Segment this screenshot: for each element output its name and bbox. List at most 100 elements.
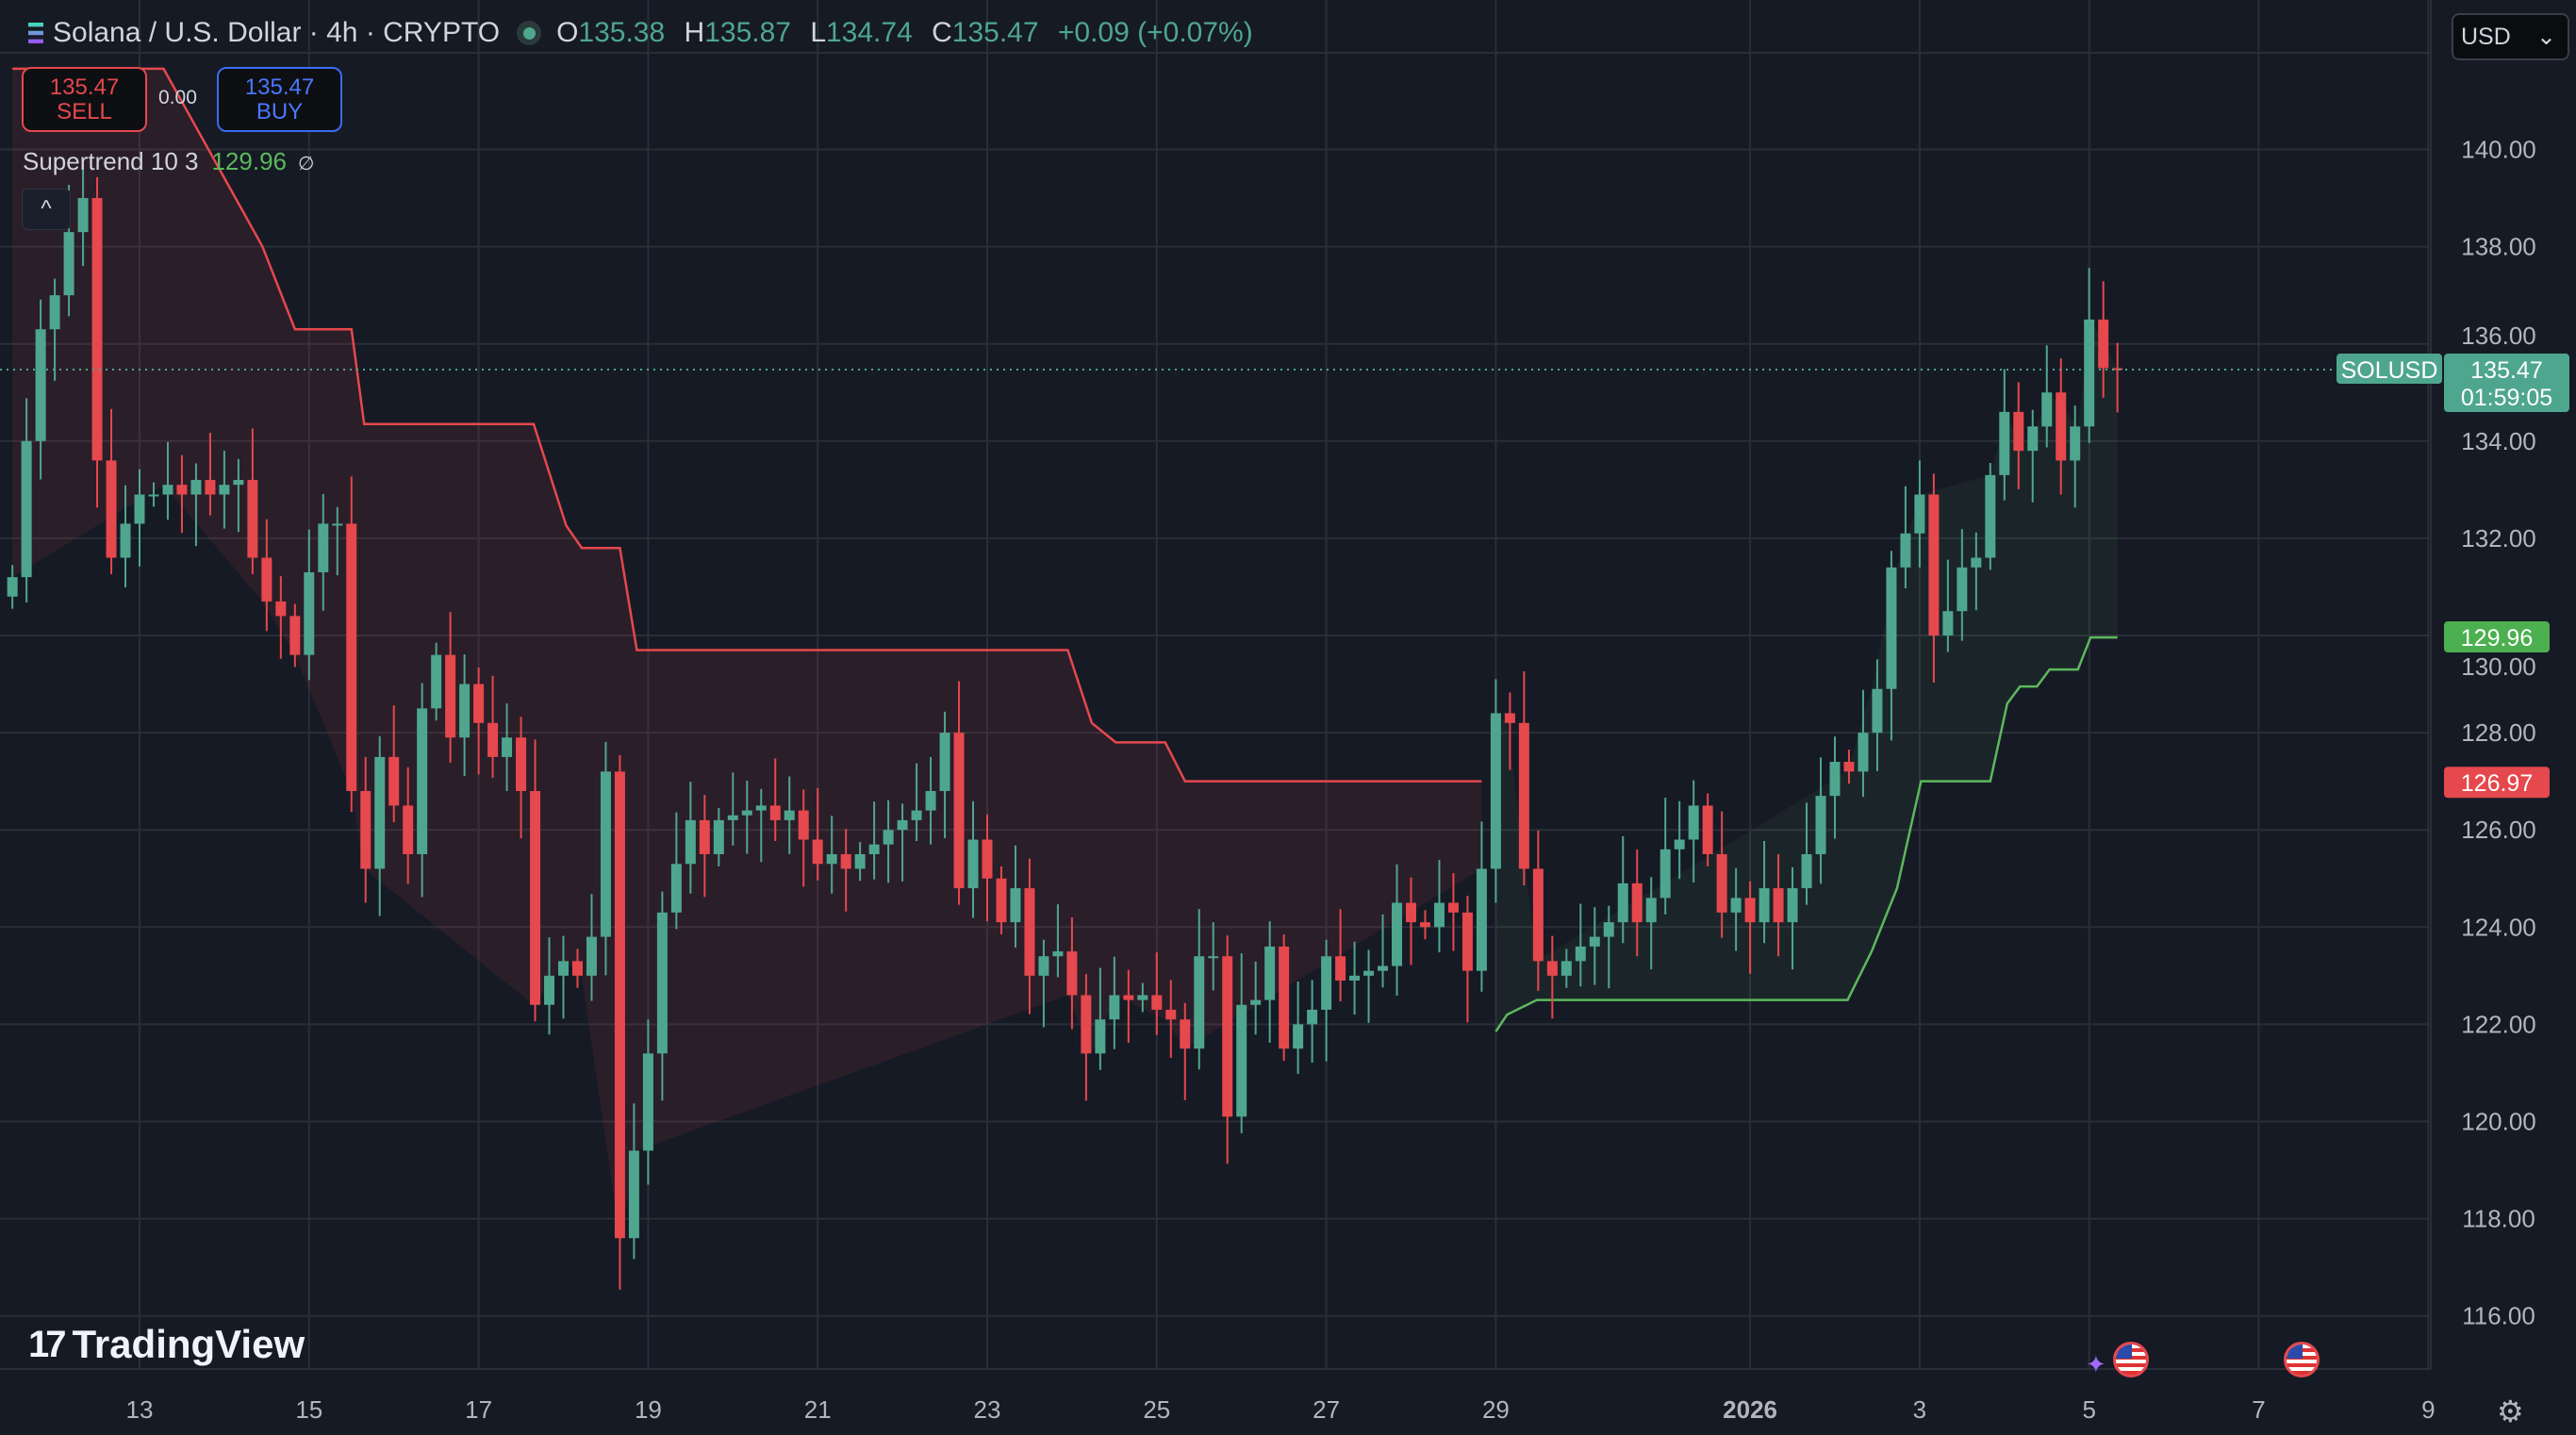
candle [1886, 551, 1897, 741]
candle-body [1392, 902, 1403, 966]
buy-label: BUY [256, 98, 304, 124]
gear-icon[interactable]: ⚙ [2497, 1394, 2524, 1428]
candle [1095, 967, 1106, 1070]
candle-body [190, 480, 202, 495]
candle [685, 782, 696, 894]
candle [1631, 849, 1643, 957]
candle [967, 800, 979, 918]
candle-body [1378, 965, 1389, 971]
candle-body [1971, 557, 1982, 568]
candle-body [812, 839, 823, 865]
solana-logo-icon [28, 23, 43, 43]
candle-body [77, 198, 89, 233]
candle-body [2013, 411, 2024, 452]
supertrend [12, 67, 2118, 1239]
buy-price: 135.47 [244, 74, 315, 100]
candle-body [487, 722, 499, 757]
collapse-legend-button[interactable]: ^ [22, 189, 71, 230]
y-tick-label: 130.00 [2461, 652, 2536, 681]
candle [1546, 935, 1558, 1019]
candle [784, 776, 795, 854]
candles [7, 163, 2123, 1290]
candle [642, 1019, 653, 1185]
candle [1560, 948, 1572, 988]
candle [1419, 910, 1430, 940]
x-tick-label: 9 [2421, 1395, 2435, 1424]
buy-button[interactable]: 135.47 BUY [217, 67, 342, 132]
change-value: +0.09 (+0.07%) [1057, 17, 1253, 48]
x-tick-label: 5 [2082, 1395, 2095, 1424]
candle [49, 278, 60, 381]
symbol-title[interactable]: Solana / U.S. Dollar · 4h · CRYPTO [53, 17, 501, 48]
candle [516, 717, 527, 838]
candle-body [346, 523, 357, 791]
sparkle-icon[interactable]: ✦ [2086, 1350, 2106, 1378]
tradingview-logo[interactable]: 17 TradingView [28, 1322, 305, 1367]
candle [713, 808, 724, 866]
candle [1010, 845, 1021, 948]
us-flag-event-icon[interactable] [2113, 1342, 2149, 1377]
x-tick-label: 15 [295, 1395, 322, 1424]
currency-select[interactable]: USD ⌄ [2452, 13, 2569, 60]
x-tick-label: 7 [2252, 1395, 2265, 1424]
candle-body [1433, 902, 1445, 928]
candle-body [925, 790, 936, 811]
candle [2056, 358, 2067, 495]
sell-button[interactable]: 135.47 SELL [22, 67, 147, 132]
candle [1066, 916, 1078, 1030]
candle-body [1985, 474, 1996, 558]
candle [318, 493, 329, 611]
candle-body [1180, 1019, 1191, 1049]
candle-body [1617, 882, 1628, 923]
candle-body [332, 523, 343, 526]
indicator-legend[interactable]: Supertrend 10 3 129.96 ∅ [23, 147, 314, 176]
market-status-icon[interactable] [517, 21, 542, 45]
candle [445, 612, 456, 764]
candle [1433, 860, 1445, 953]
candle [162, 441, 173, 520]
x-tick-label: 29 [1482, 1395, 1510, 1424]
candle-body [289, 616, 301, 655]
y-tick-label: 122.00 [2461, 1010, 2536, 1038]
candle-body [953, 733, 965, 889]
candle-body [162, 485, 173, 495]
candle-body [120, 523, 131, 558]
candle [1264, 921, 1276, 1043]
candle-body [558, 961, 569, 976]
candle-body [176, 485, 188, 495]
candle-body [614, 771, 625, 1239]
sell-price: 135.47 [49, 74, 120, 100]
supertrend-down-tag-bg [2444, 767, 2550, 799]
candle [1730, 867, 1742, 951]
hidden-eye-icon[interactable]: ∅ [298, 154, 315, 174]
candle-body [1645, 898, 1657, 923]
candle [1151, 952, 1163, 1035]
candle-body [1137, 995, 1148, 1000]
candle [1279, 934, 1290, 1062]
candle [1180, 1002, 1191, 1100]
high-value: 135.87 [704, 17, 791, 48]
candle-body [2056, 392, 2067, 461]
y-tick-label: 128.00 [2461, 718, 2536, 747]
candle-body [275, 601, 287, 617]
candle-body [7, 577, 18, 597]
y-tick-label: 116.00 [2462, 1302, 2535, 1330]
candle [1476, 821, 1487, 992]
us-flag-event-icon[interactable] [2284, 1342, 2320, 1377]
axes: 140.00 138.00 136.00 134.00 132.00 130.00 128.… [126, 136, 2536, 1425]
candle-body [530, 790, 541, 1005]
candle [1335, 909, 1346, 1002]
candle [939, 711, 950, 838]
y-tick-label: 126.00 [2461, 816, 2536, 844]
candle [1392, 864, 1403, 996]
candle [982, 814, 993, 922]
candle-body [854, 853, 866, 869]
ohlc-values: O135.38 H135.87 L134.74 C135.47 +0.09 (+… [556, 17, 1253, 49]
candle-body [713, 819, 724, 854]
x-tick-label: 13 [126, 1395, 154, 1424]
candle-body [685, 819, 696, 865]
candle-body [571, 961, 583, 976]
candle-body [727, 815, 738, 820]
y-tick-label: 124.00 [2461, 913, 2536, 941]
